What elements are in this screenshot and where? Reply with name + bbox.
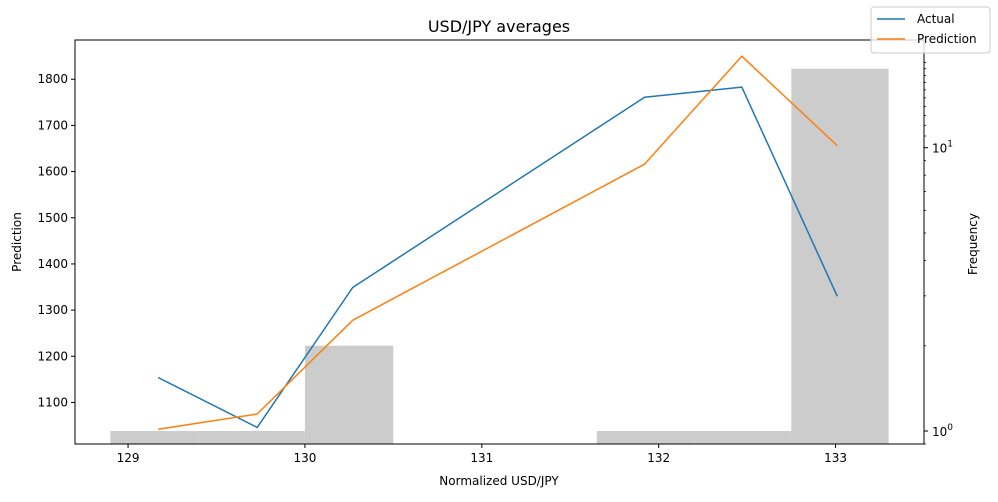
y-tick-label: 1200: [37, 349, 68, 363]
legend-label-prediction: Prediction: [917, 32, 977, 46]
histogram-bar: [198, 431, 305, 444]
y-tick-label: 1800: [37, 72, 68, 86]
x-tick-label: 132: [647, 451, 670, 465]
y-tick-label: 1600: [37, 165, 68, 179]
y-tick-label: 1500: [37, 211, 68, 225]
y-axis-title: Prediction: [10, 212, 24, 272]
histogram-bar: [110, 431, 199, 444]
y-tick-label: 1300: [37, 303, 68, 317]
histogram-bar: [596, 431, 695, 444]
x-tick-label: 133: [824, 451, 847, 465]
y-tick-label: 1700: [37, 118, 68, 132]
y-tick-label: 1100: [37, 395, 68, 409]
x-tick-label: 131: [470, 451, 493, 465]
series-line-prediction: [157, 55, 838, 430]
line-layer: [157, 55, 838, 430]
y2-axis-title: Frequency: [966, 213, 980, 275]
histogram-layer: [110, 68, 889, 444]
y2-tick-label: 101: [932, 140, 953, 156]
histogram-bar: [791, 68, 889, 444]
histogram-bar: [694, 431, 792, 444]
y-tick-label: 1400: [37, 257, 68, 271]
x-tick-label: 130: [293, 451, 316, 465]
legend: Actual Prediction: [870, 6, 991, 54]
x-tick-label: 129: [117, 451, 140, 465]
series-line-actual: [157, 86, 838, 429]
legend-label-actual: Actual: [917, 12, 955, 26]
histogram-bar: [304, 345, 394, 444]
y-axis-left: 1100 1200 1300 1400 1500 1600 1700 1800: [37, 72, 75, 409]
plot-frame: [74, 39, 925, 445]
x-axis: 129 130 131 132 133: [117, 444, 847, 465]
y-axis-right: 100 101: [924, 62, 953, 445]
y2-tick-label: 100: [932, 423, 953, 439]
chart-title: USD/JPY averages: [428, 17, 570, 36]
x-axis-title: Normalized USD/JPY: [439, 474, 559, 488]
